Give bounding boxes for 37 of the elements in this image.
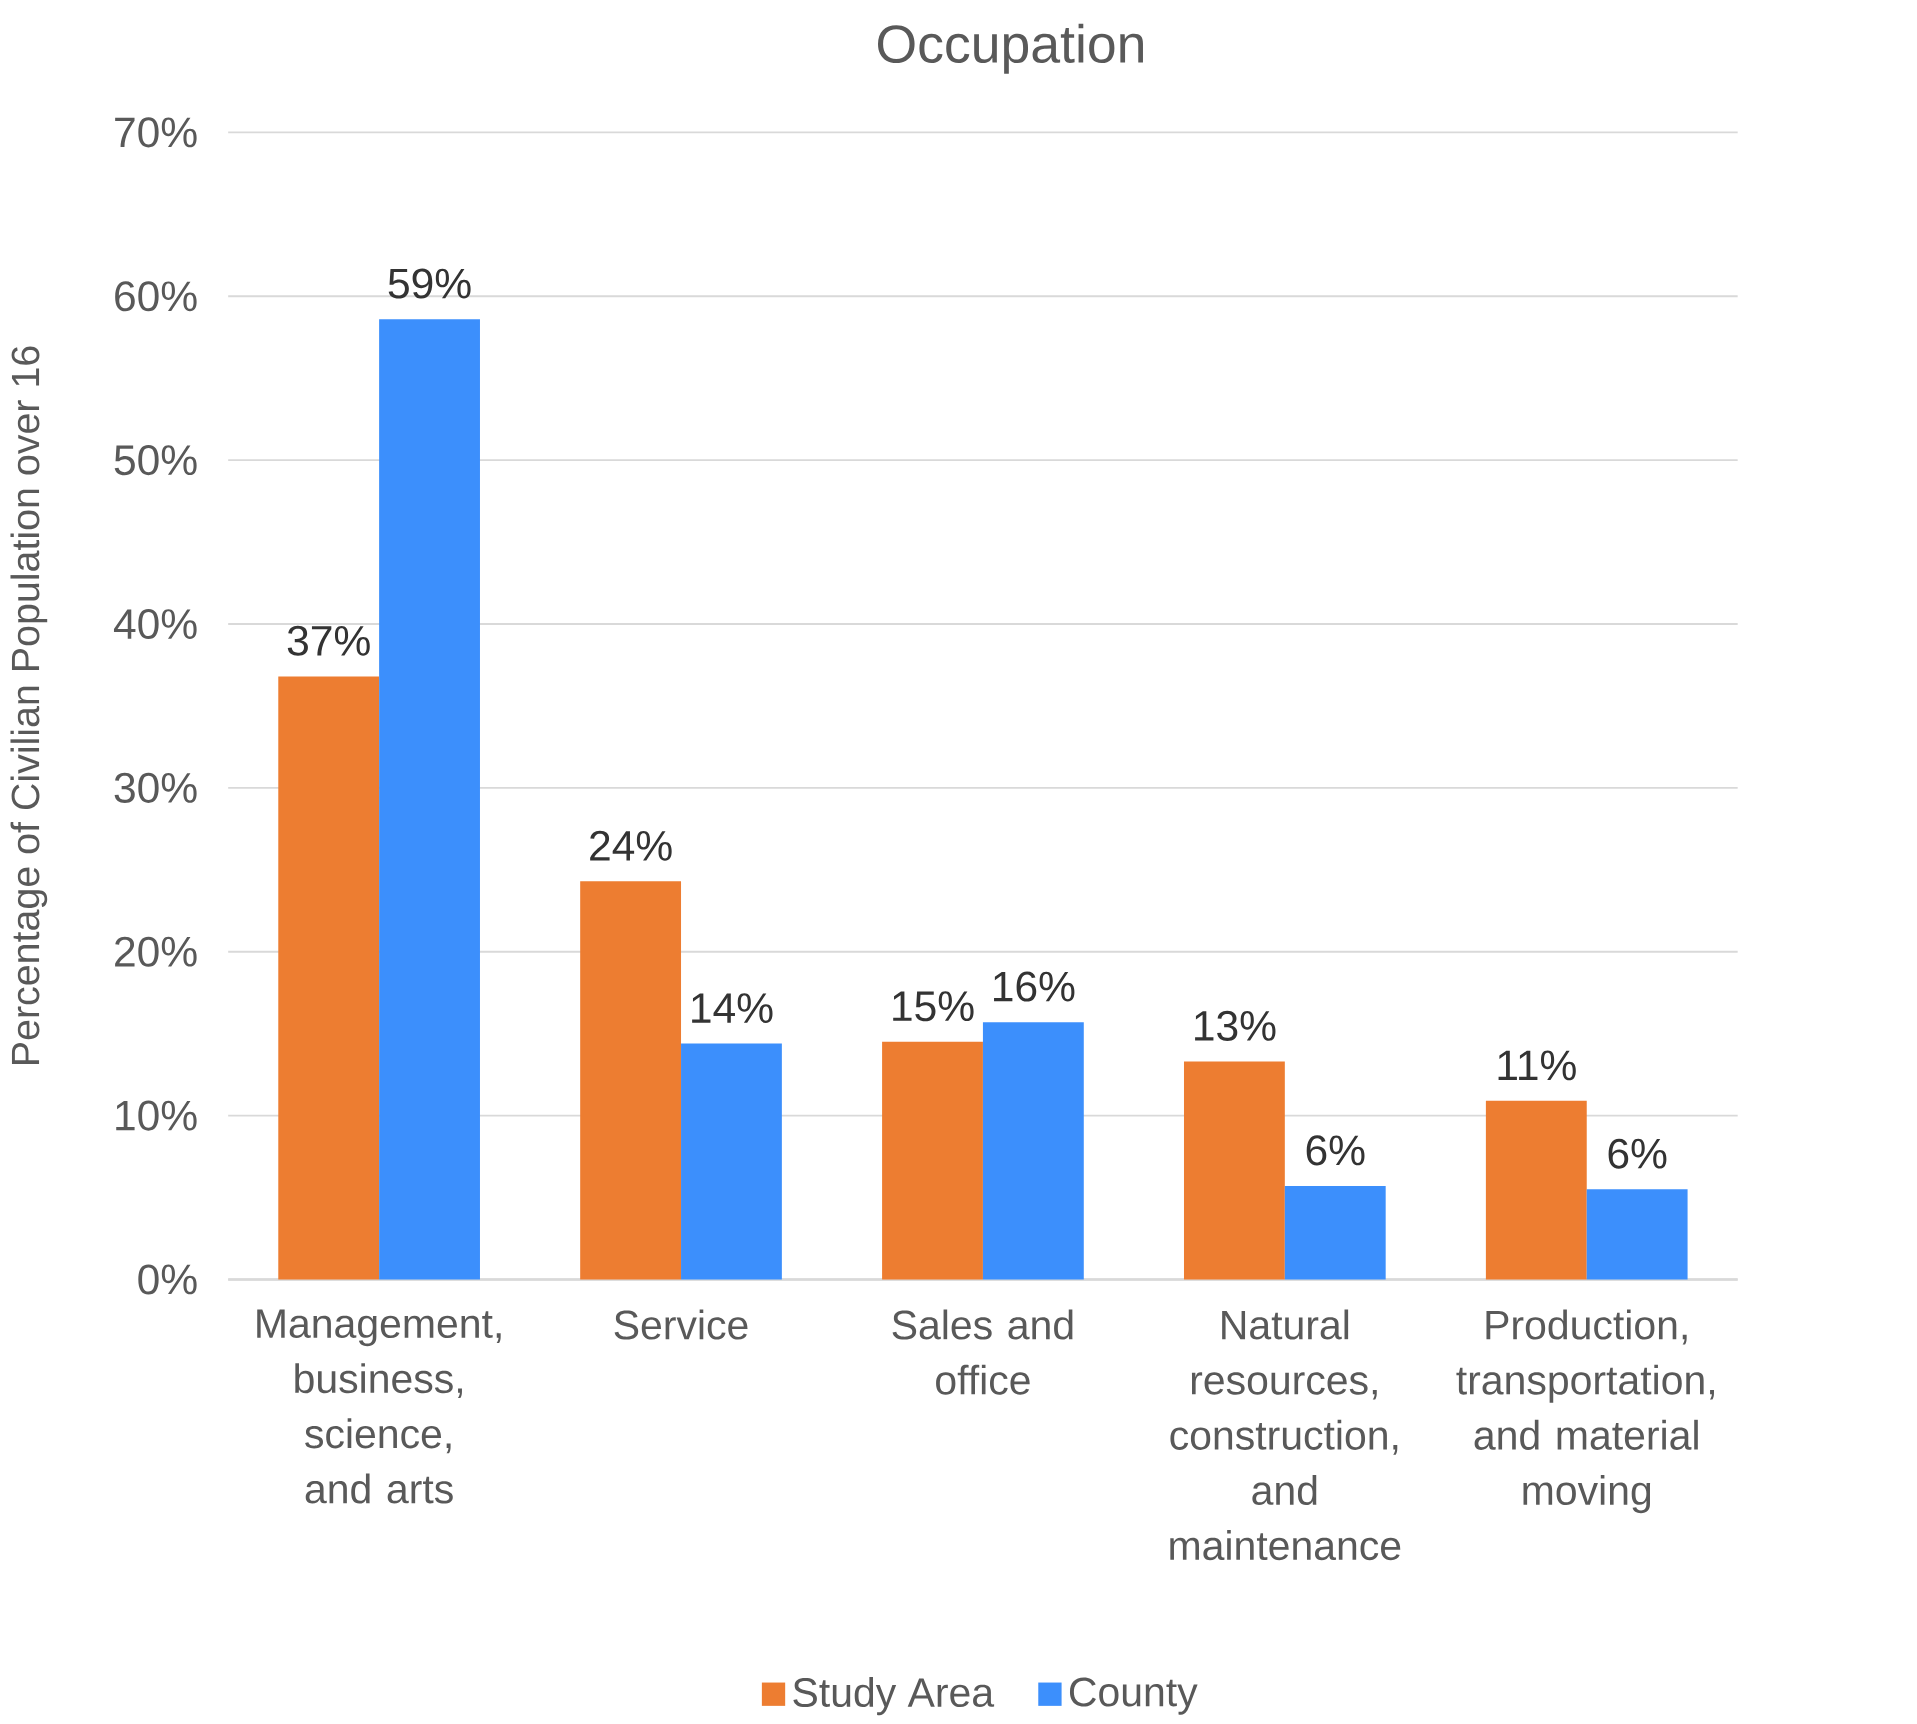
y-tick-label: 60% — [115, 281, 197, 312]
x-tick-label: Service — [614, 1309, 748, 1340]
bar — [379, 319, 480, 1280]
data-label: 24% — [590, 830, 672, 861]
y-tick-label: 20% — [115, 936, 197, 967]
bar — [982, 1022, 1084, 1280]
bar — [278, 676, 380, 1280]
y-tick-label: 50% — [114, 445, 197, 476]
bar — [1586, 1189, 1688, 1280]
y-tick-label: 70% — [115, 117, 197, 148]
bar — [1284, 1186, 1386, 1280]
bar — [1183, 1061, 1285, 1280]
y-axis-title: Percentage of Civilian Population over 16 — [10, 346, 48, 1065]
x-tick-label: Production, transportation, and material moving — [1456, 1309, 1714, 1514]
bar — [580, 881, 682, 1280]
data-label: 16% — [994, 971, 1075, 1002]
x-tick-label: Sales and office — [892, 1309, 1073, 1395]
data-label: 14% — [692, 993, 773, 1023]
data-label: 15% — [893, 991, 974, 1022]
y-tick-label: 30% — [114, 772, 197, 803]
chart-title: Occupation — [878, 23, 1143, 74]
data-label: 59% — [388, 268, 471, 299]
data-label: 6% — [1306, 1135, 1365, 1166]
y-tick-label: 0% — [138, 1264, 197, 1295]
bar — [882, 1041, 983, 1280]
data-label: 13% — [1195, 1010, 1276, 1041]
data-label: 6% — [1608, 1138, 1667, 1169]
bar — [1485, 1100, 1587, 1280]
legend-label: County — [1069, 1677, 1198, 1715]
x-tick-label: Management, business, science, and arts — [257, 1309, 501, 1504]
data-label: 37% — [287, 625, 370, 656]
legend-label: Study Area — [793, 1676, 995, 1716]
bar — [681, 1043, 782, 1280]
data-label: 11% — [1498, 1050, 1576, 1081]
x-tick-label: Natural resources, construction, and maintenance — [1170, 1309, 1401, 1561]
y-tick-label: 10% — [116, 1100, 197, 1131]
y-tick-label: 40% — [113, 608, 197, 640]
